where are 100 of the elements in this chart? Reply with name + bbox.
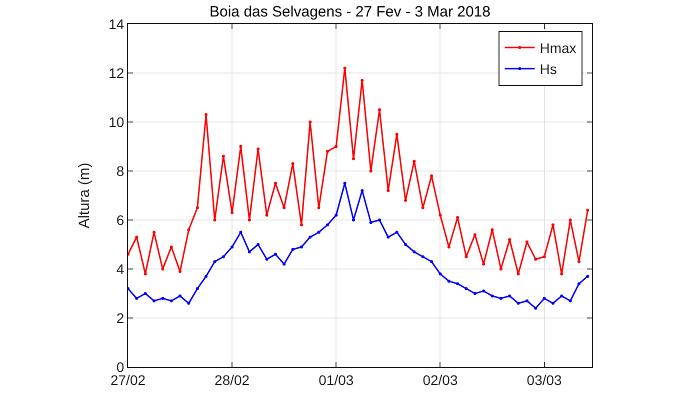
point: [213, 260, 216, 264]
point: [456, 216, 460, 220]
point: [542, 255, 546, 258]
point: [482, 262, 486, 266]
point: [161, 296, 164, 300]
point: [412, 250, 416, 254]
point: [152, 230, 156, 234]
point: [586, 274, 590, 278]
x-tick-label: 02/03: [422, 372, 458, 388]
point: [525, 299, 528, 302]
point: [438, 214, 442, 217]
point: [369, 220, 372, 224]
point: [560, 272, 564, 276]
point: [464, 255, 468, 258]
y-tick-label: 6: [116, 212, 124, 228]
point: [144, 272, 147, 276]
point: [508, 294, 512, 298]
point: [499, 268, 502, 270]
point: [360, 78, 364, 82]
point: [196, 287, 199, 290]
point: [334, 145, 338, 148]
point: [152, 299, 156, 302]
point: [170, 245, 173, 248]
y-tick-label: 2: [116, 310, 124, 326]
point: [239, 230, 242, 234]
y-tick-label: 8: [116, 162, 124, 179]
point: [499, 296, 502, 300]
point: [239, 145, 242, 148]
point: [282, 262, 286, 266]
point: [230, 245, 234, 248]
point: [187, 302, 190, 305]
point: [213, 218, 216, 222]
point: [577, 260, 580, 264]
y-tick-label: 4: [116, 260, 124, 277]
point: [568, 218, 572, 222]
point: [464, 287, 468, 290]
point: [438, 272, 442, 276]
x-tick-label: 03/03: [526, 372, 562, 388]
point: [248, 250, 251, 254]
point: [473, 292, 476, 295]
line-series: [128, 182, 590, 310]
point: [265, 258, 268, 261]
point: [534, 258, 538, 261]
point: [204, 113, 208, 116]
point: [256, 147, 260, 150]
point: [274, 252, 277, 256]
point: [170, 299, 173, 302]
legend-label: Hmax: [540, 40, 576, 56]
point: [577, 282, 580, 286]
point: [386, 189, 390, 192]
point: [161, 268, 164, 270]
point: [291, 248, 294, 251]
point: [421, 255, 424, 258]
legend-label: Hs: [540, 61, 557, 78]
point: [447, 245, 450, 248]
point: [222, 154, 225, 158]
point: [386, 236, 390, 239]
point: [404, 198, 408, 202]
y-tick-label: 14: [108, 16, 124, 32]
point: [395, 230, 398, 234]
point: [568, 299, 572, 302]
point: [482, 290, 486, 293]
point: [135, 296, 138, 300]
y-axis-title: Altura (m): [76, 162, 93, 228]
point: [378, 108, 382, 112]
point: [317, 206, 320, 210]
point: [187, 228, 190, 232]
y-tick-label: 10: [108, 114, 124, 130]
point: [516, 302, 520, 305]
point: [525, 240, 528, 244]
point: [222, 255, 225, 258]
point: [317, 230, 320, 234]
y-tick-label: 12: [108, 64, 124, 81]
point: [282, 206, 286, 210]
point: [343, 182, 346, 185]
point: [551, 302, 554, 305]
point: [308, 236, 312, 239]
point: [196, 206, 199, 210]
point: [473, 233, 476, 236]
point: [490, 228, 494, 232]
point: [256, 243, 260, 246]
point: [135, 236, 138, 239]
point: [508, 238, 512, 242]
x-tick-label: 28/02: [214, 372, 250, 388]
point: [430, 174, 434, 178]
point: [430, 260, 434, 264]
point: [230, 211, 234, 214]
point: [274, 182, 277, 185]
point: [456, 282, 460, 286]
chart-title: Boia das Selvagens - 27 Fev - 3 Mar 2018: [210, 4, 490, 20]
point: [542, 296, 546, 300]
point: [291, 162, 294, 166]
point: [343, 66, 346, 70]
point: [369, 170, 372, 172]
point: [326, 150, 329, 153]
point: [395, 132, 398, 136]
point: [326, 223, 329, 226]
point: [248, 218, 251, 222]
point: [534, 306, 538, 310]
point: [265, 214, 268, 217]
